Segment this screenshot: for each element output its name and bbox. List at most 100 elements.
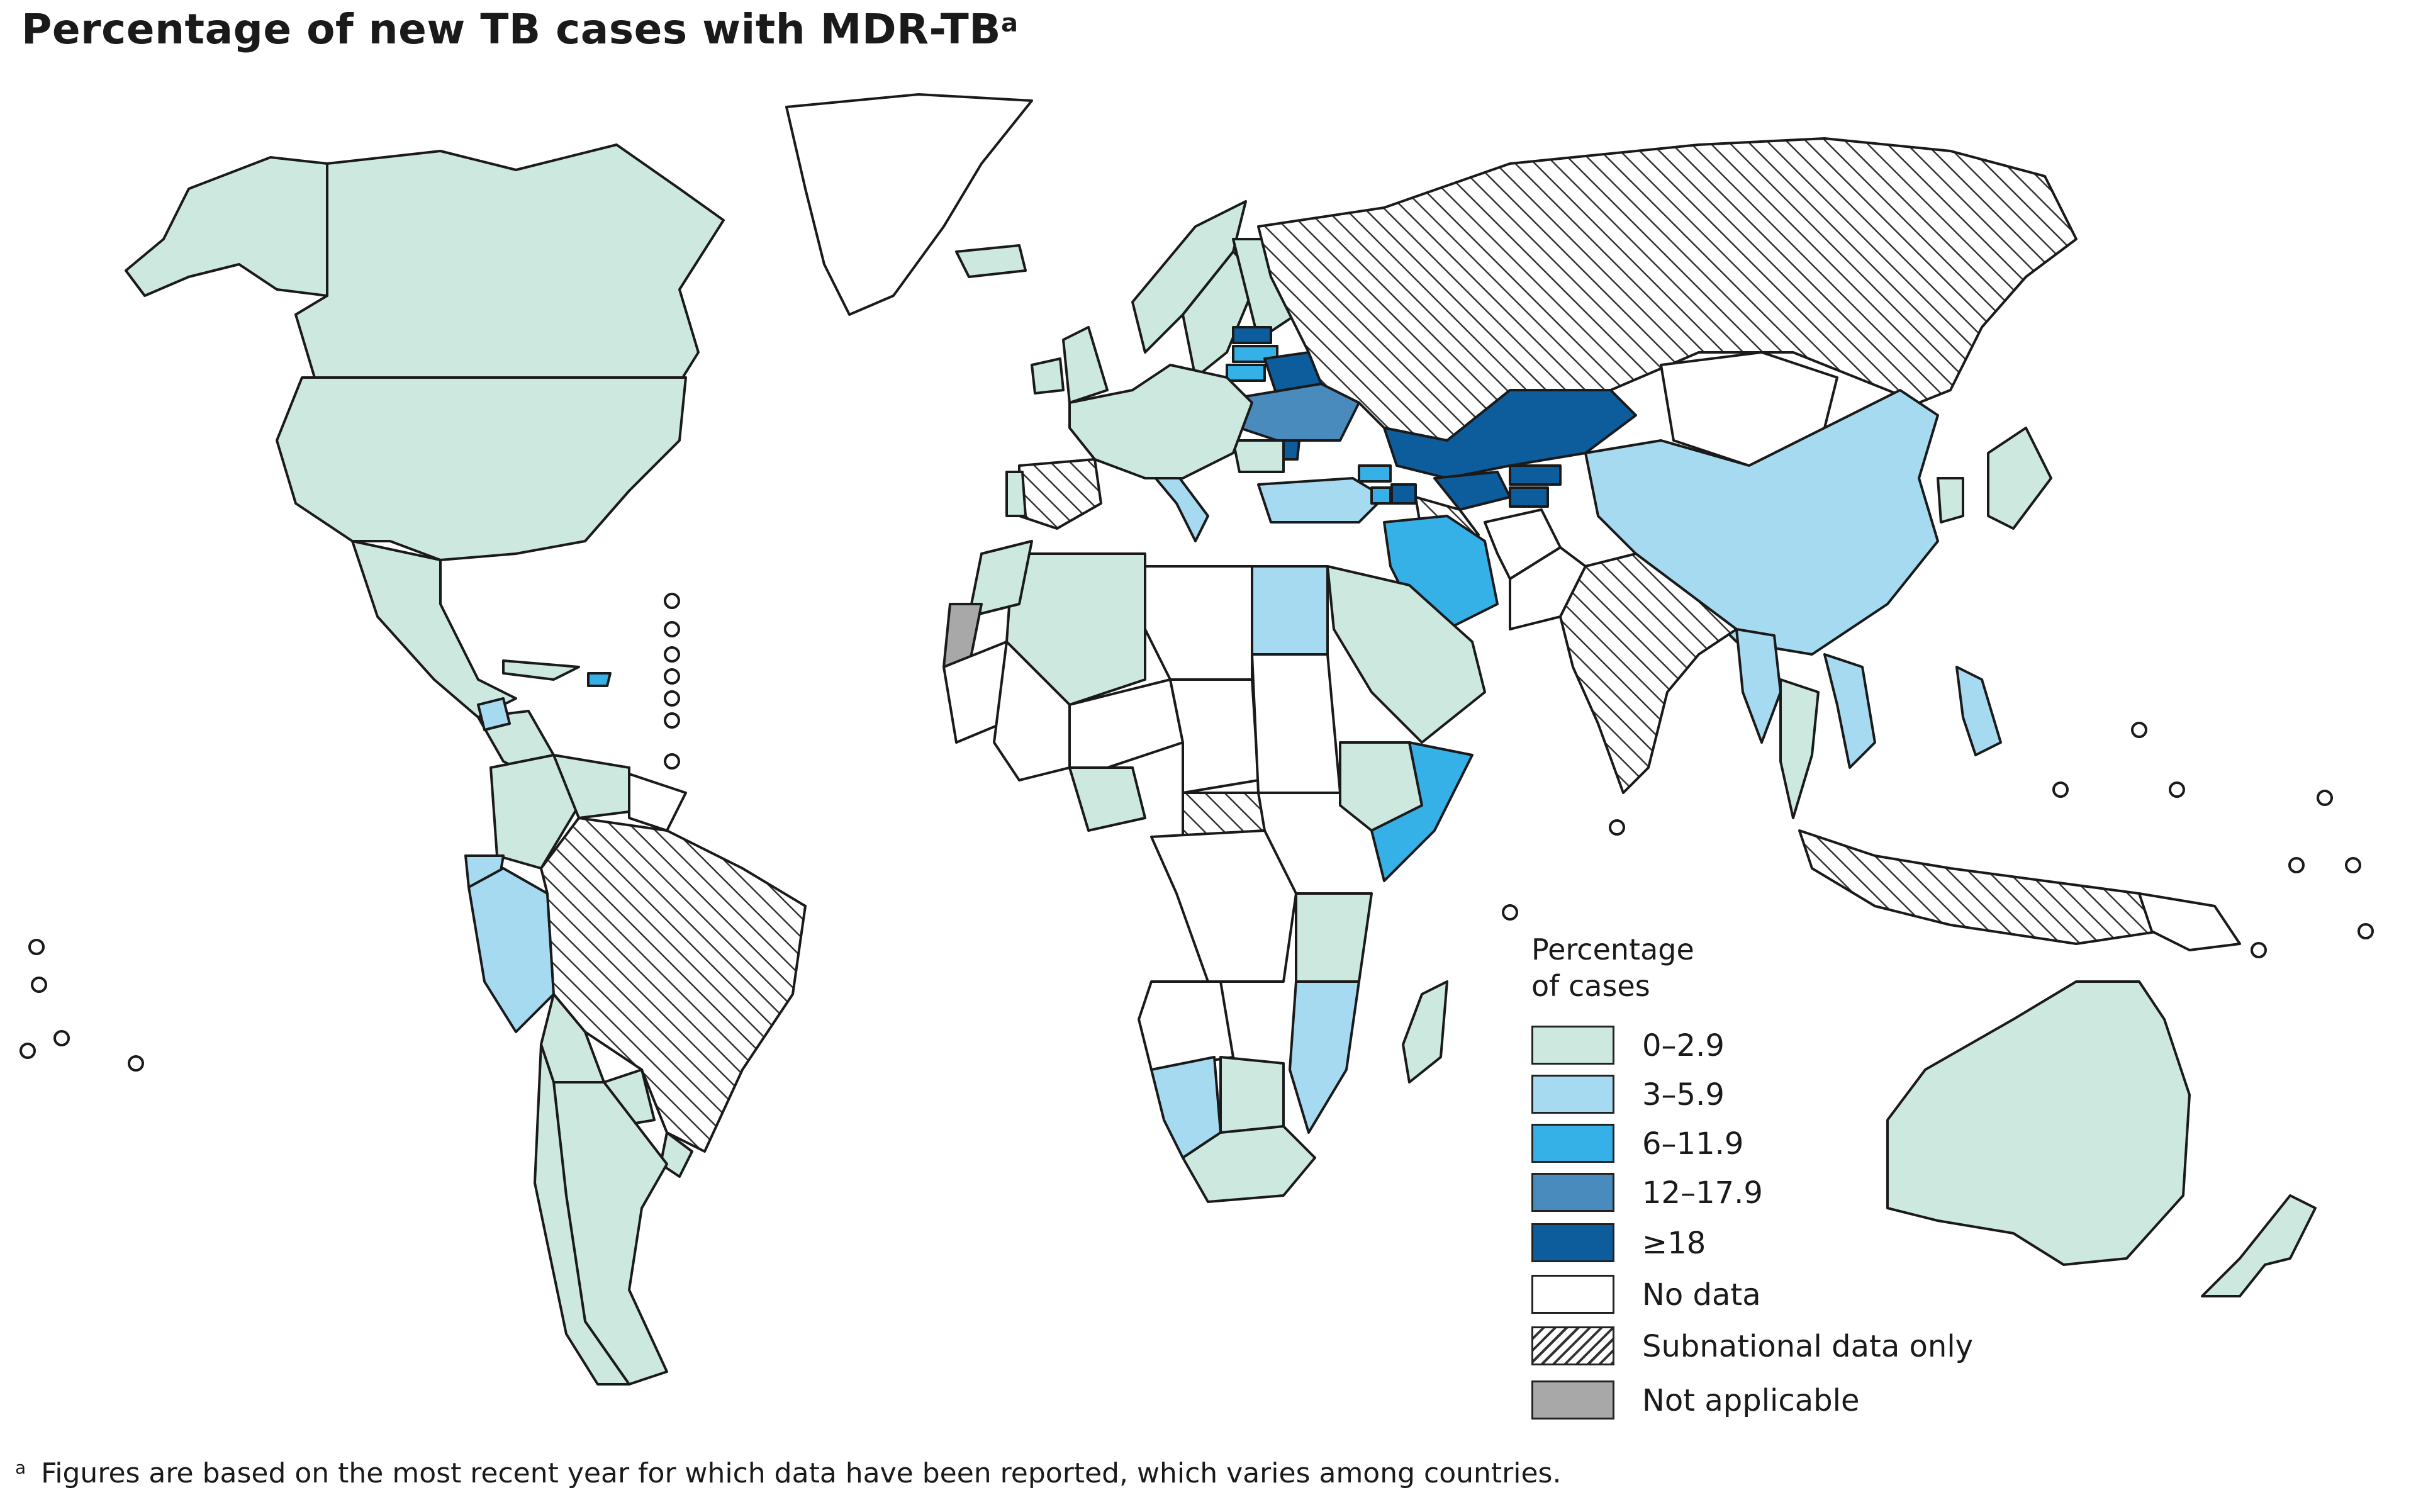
region-australia: [1886, 980, 2191, 1266]
island-marker: [2357, 923, 2374, 939]
legend-label: 0–2.9: [1642, 1028, 1725, 1063]
region-estonia: [1232, 326, 1272, 344]
region-united-states: [276, 376, 687, 561]
region-tajikistan: [1509, 486, 1549, 508]
region-iceland: [955, 244, 1027, 278]
region-myanmar: [1735, 628, 1782, 744]
region-morocco: [968, 540, 1033, 618]
island-marker: [2131, 722, 2147, 738]
footnote: a Figures are based on the most recent ye…: [15, 1457, 1562, 1489]
region-korea: [1937, 477, 1964, 524]
region-cuba: [502, 659, 580, 681]
island-marker: [664, 690, 680, 707]
region-madagascar: [1402, 980, 1448, 1084]
map-title: Percentage of new TB cases with MDR-TBa: [21, 5, 1019, 53]
region-lithuania: [1226, 364, 1266, 382]
region-romania: [1232, 439, 1285, 473]
region-moldova: [1282, 439, 1300, 461]
region-guianas: [628, 773, 687, 832]
region-spain: [1018, 458, 1102, 530]
region-portugal: [1005, 471, 1027, 517]
island-marker: [2345, 857, 2361, 873]
region-azerbaijan: [1390, 483, 1417, 505]
region-russian-federation: [1257, 137, 2078, 442]
region-turkey: [1257, 477, 1385, 524]
region-japan: [1987, 427, 2052, 530]
region-new-zealand: [2201, 1194, 2317, 1297]
island-marker: [2317, 790, 2333, 806]
region-uruguay: [659, 1131, 693, 1178]
region-indonesia: [1798, 829, 2203, 945]
region-georgia: [1358, 464, 1392, 483]
island-marker: [53, 1030, 70, 1046]
island-marker: [664, 646, 680, 663]
legend-label: No data: [1642, 1277, 1761, 1313]
region-alaska: [125, 156, 328, 297]
legend-label: 3–5.9: [1642, 1077, 1725, 1112]
region-algeria: [1005, 552, 1146, 706]
legend-label: Not applicable: [1642, 1383, 1860, 1418]
region-united-kingdom: [1062, 326, 1109, 404]
region-philippines: [1955, 666, 2002, 756]
legend-swatch: [1531, 1275, 1614, 1314]
island-marker: [2251, 942, 2267, 958]
region-viet-nam: [1823, 653, 1876, 769]
legend-title: Percentage of cases: [1531, 932, 1694, 1003]
island-marker: [2288, 857, 2305, 873]
region-india: [1559, 552, 1738, 794]
island-marker: [664, 621, 680, 637]
island-marker: [1609, 819, 1625, 836]
region-sweden: [1182, 250, 1260, 379]
island-marker: [128, 1055, 144, 1072]
region-thailand: [1779, 678, 1820, 819]
region-peru: [467, 867, 555, 1033]
region-western-europe: [1068, 364, 1253, 479]
legend-swatch: [1531, 1223, 1614, 1262]
region-angola: [1138, 980, 1234, 1071]
region-mexico: [351, 540, 517, 719]
region-mozambique: [1289, 980, 1360, 1134]
region-canada: [294, 143, 725, 417]
legend-swatch: [1531, 1124, 1614, 1163]
island-marker: [2169, 781, 2185, 798]
region-armenia: [1370, 486, 1392, 505]
legend-swatch: [1531, 1326, 1614, 1365]
region-papua-new-guinea: [2138, 892, 2241, 951]
island-marker: [2052, 781, 2069, 798]
legend-label: Subnational data only: [1642, 1329, 1974, 1364]
region-chad: [1169, 678, 1260, 794]
region-botswana: [1219, 1056, 1285, 1134]
island-marker: [31, 977, 47, 993]
region-greenland: [785, 93, 1033, 316]
region-chile: [534, 1043, 630, 1386]
region-ireland: [1031, 357, 1065, 395]
region-saudi-arabia: [1326, 565, 1486, 744]
legend-label: ≥18: [1642, 1226, 1706, 1261]
region-egypt: [1251, 565, 1329, 656]
legend-swatch: [1531, 1173, 1614, 1212]
island-marker: [664, 712, 680, 729]
legend-swatch: [1531, 1075, 1614, 1114]
legend-label: 12–17.9: [1642, 1175, 1763, 1211]
island-marker: [664, 668, 680, 685]
region-kazakhstan: [1383, 389, 1637, 479]
legend-label: 6–11.9: [1642, 1126, 1744, 1162]
island-marker: [28, 939, 45, 955]
region-nigeria: [1068, 766, 1146, 832]
region-dominican-republic: [587, 672, 612, 687]
island-marker: [664, 593, 680, 609]
region-tanzania: [1295, 892, 1373, 983]
region-sudan: [1251, 653, 1341, 794]
region-somalia: [1370, 741, 1474, 882]
legend-swatch: [1531, 1380, 1614, 1420]
legend-swatch: [1531, 1026, 1614, 1065]
region-democratic-republic-of-the-congo: [1150, 829, 1297, 983]
region-mali: [993, 641, 1071, 781]
region-south-africa: [1182, 1125, 1316, 1203]
region-kyrgyzstan: [1509, 464, 1562, 486]
region-guatemala: [477, 697, 511, 731]
region-libya: [1144, 565, 1253, 681]
region-niger: [1068, 678, 1184, 769]
region-uzbekistan: [1433, 471, 1511, 511]
